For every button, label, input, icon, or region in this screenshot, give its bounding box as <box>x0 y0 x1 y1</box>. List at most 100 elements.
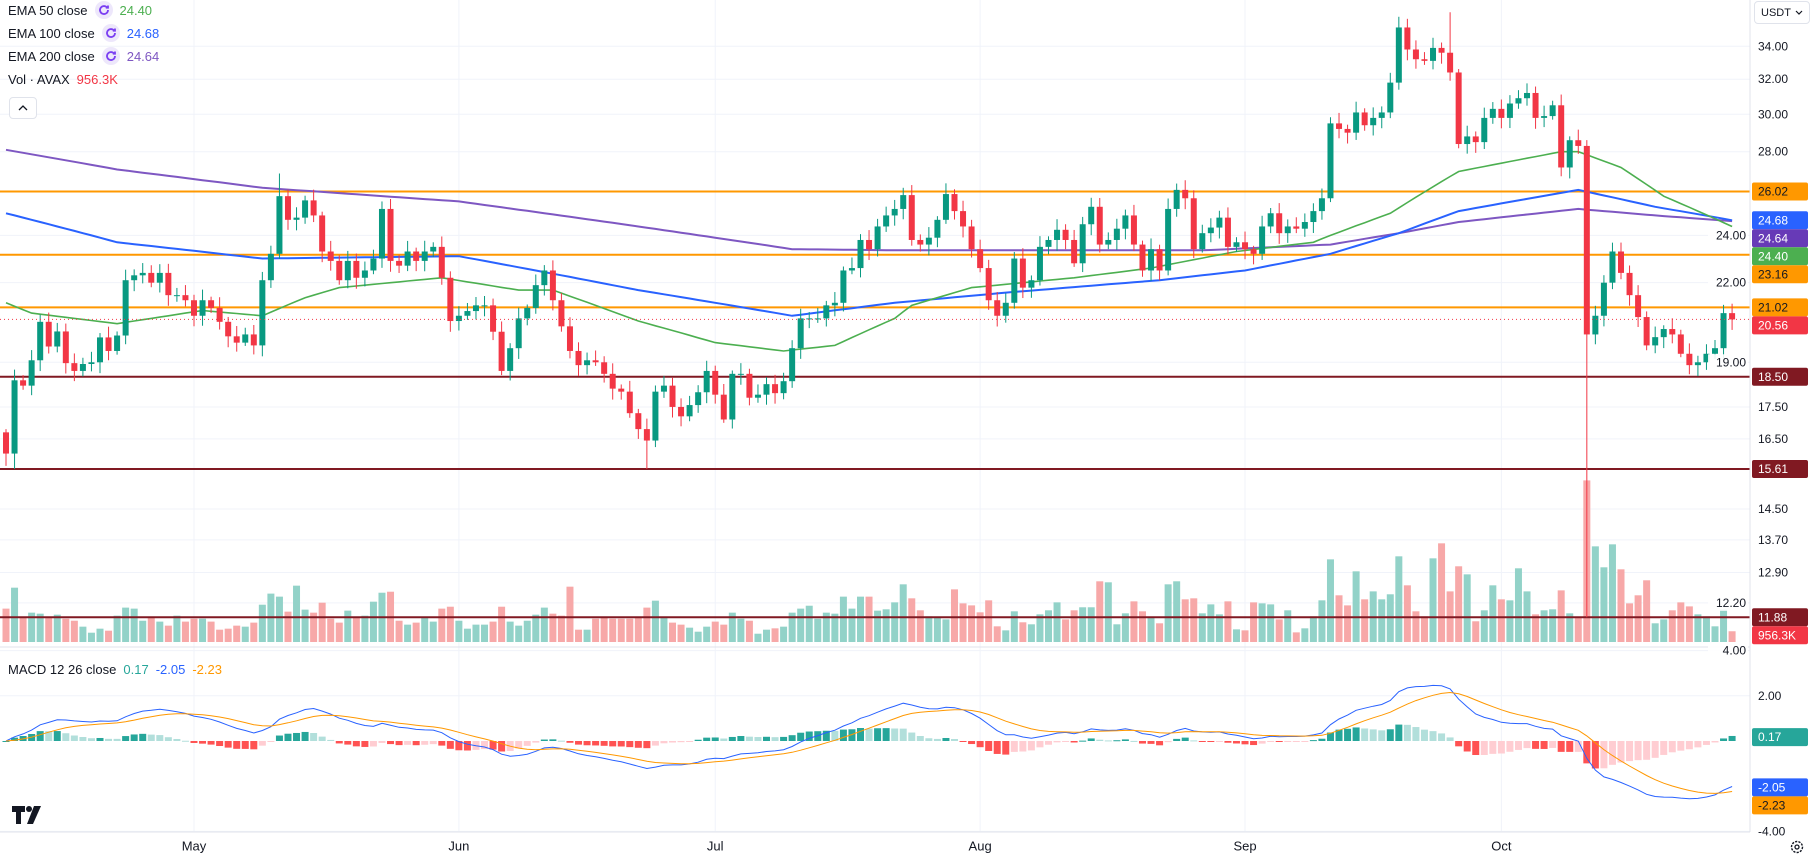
candle[interactable] <box>1464 125 1471 154</box>
candle[interactable] <box>618 384 625 400</box>
candle[interactable] <box>1609 242 1616 290</box>
candle[interactable] <box>11 369 18 469</box>
legend-ema50[interactable]: EMA 50 close 24.40 <box>8 0 152 20</box>
candle[interactable] <box>1062 224 1069 250</box>
candle[interactable] <box>754 384 761 403</box>
candle[interactable] <box>464 302 471 320</box>
price-axis[interactable] <box>1750 0 1815 858</box>
candle[interactable] <box>1592 305 1599 345</box>
candle[interactable] <box>45 312 52 354</box>
candle[interactable] <box>866 230 873 261</box>
candle[interactable] <box>729 370 736 429</box>
candle[interactable] <box>37 314 44 372</box>
candle[interactable] <box>566 317 573 359</box>
candle[interactable] <box>985 259 992 310</box>
candle[interactable] <box>1489 102 1496 124</box>
candle[interactable] <box>1344 124 1351 144</box>
currency-dropdown[interactable]: USDT <box>1754 1 1810 24</box>
candle[interactable] <box>917 234 924 252</box>
candle[interactable] <box>1720 304 1727 359</box>
candle[interactable] <box>1318 188 1325 220</box>
candle[interactable] <box>430 242 437 258</box>
candle[interactable] <box>857 234 864 278</box>
candle[interactable] <box>182 285 189 307</box>
candle[interactable] <box>592 350 599 366</box>
candle[interactable] <box>208 296 215 313</box>
candle[interactable] <box>438 236 445 285</box>
candle[interactable] <box>1011 251 1018 309</box>
candle[interactable] <box>1156 244 1163 281</box>
candle[interactable] <box>1096 197 1103 253</box>
candle[interactable] <box>370 249 377 275</box>
candle[interactable] <box>387 198 394 272</box>
candle[interactable] <box>1600 275 1607 327</box>
candle[interactable] <box>1395 16 1402 90</box>
candle[interactable] <box>1387 72 1394 119</box>
candle[interactable] <box>1583 140 1590 618</box>
candle[interactable] <box>1378 106 1385 129</box>
candle[interactable] <box>28 350 35 396</box>
candle[interactable] <box>1105 232 1112 250</box>
candle[interactable] <box>532 274 539 314</box>
candle[interactable] <box>139 263 146 284</box>
candle[interactable] <box>1506 95 1513 129</box>
candle[interactable] <box>1353 101 1360 140</box>
legend-ema200[interactable]: EMA 200 close 24.64 <box>8 46 159 66</box>
candle[interactable] <box>3 429 9 466</box>
candle[interactable] <box>549 260 556 311</box>
candle[interactable] <box>1421 52 1428 65</box>
candle[interactable] <box>1635 285 1642 327</box>
candle[interactable] <box>515 307 522 359</box>
candle[interactable] <box>1130 204 1137 252</box>
candle[interactable] <box>994 292 1001 327</box>
candle[interactable] <box>626 380 633 418</box>
candle[interactable] <box>413 247 420 272</box>
candle[interactable] <box>541 265 548 296</box>
candle[interactable] <box>712 365 719 404</box>
candle[interactable] <box>1669 318 1676 344</box>
refresh-icon[interactable] <box>101 47 120 65</box>
candle[interactable] <box>1729 303 1736 330</box>
candle[interactable] <box>1224 207 1231 255</box>
candle[interactable] <box>1216 210 1223 239</box>
candle[interactable] <box>1019 248 1026 299</box>
candle[interactable] <box>1677 329 1684 358</box>
candle[interactable] <box>1190 190 1197 259</box>
candle[interactable] <box>908 185 915 246</box>
candle[interactable] <box>1498 99 1505 129</box>
candle[interactable] <box>96 333 103 374</box>
candle[interactable] <box>1199 224 1206 253</box>
candle[interactable] <box>1284 219 1291 243</box>
candle[interactable] <box>173 287 180 302</box>
candle[interactable] <box>310 189 317 223</box>
candle[interactable] <box>1412 40 1419 69</box>
candle[interactable] <box>1404 18 1411 61</box>
candle[interactable] <box>361 261 368 287</box>
candle[interactable] <box>840 266 847 312</box>
candle[interactable] <box>635 408 642 439</box>
candle[interactable] <box>643 418 650 469</box>
candle[interactable] <box>584 352 591 375</box>
candle[interactable] <box>1165 198 1172 276</box>
candle[interactable] <box>660 375 667 398</box>
candle[interactable] <box>609 363 616 400</box>
candle[interactable] <box>1267 207 1274 234</box>
candle[interactable] <box>165 263 172 306</box>
candle[interactable] <box>652 385 659 448</box>
candle[interactable] <box>447 271 454 332</box>
candle[interactable] <box>1242 231 1249 260</box>
candle[interactable] <box>1652 326 1659 354</box>
candle[interactable] <box>148 265 155 288</box>
candle[interactable] <box>1250 245 1257 265</box>
candle[interactable] <box>353 253 360 289</box>
candle[interactable] <box>720 383 727 423</box>
candle[interactable] <box>1336 112 1343 139</box>
candle[interactable] <box>780 372 787 400</box>
candle[interactable] <box>1182 180 1189 210</box>
tradingview-logo[interactable] <box>12 806 46 829</box>
candle[interactable] <box>968 219 975 258</box>
candle[interactable] <box>79 357 86 377</box>
candle[interactable] <box>1626 265 1633 306</box>
candle[interactable] <box>1703 344 1710 370</box>
candle[interactable] <box>1694 355 1701 377</box>
